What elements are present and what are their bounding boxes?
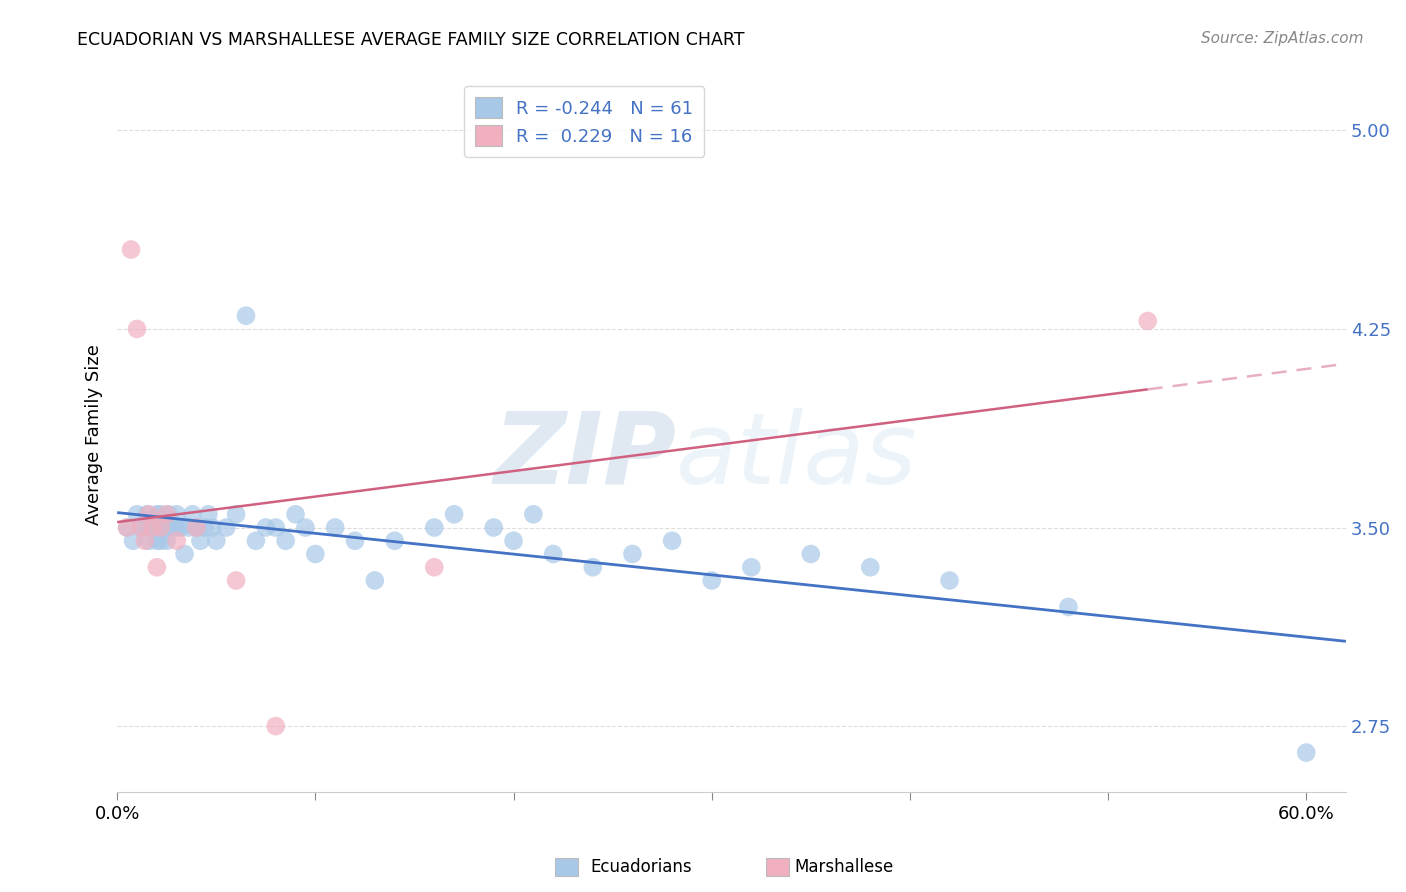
Point [284, 508, 307, 522]
Point [197, 508, 219, 522]
Y-axis label: Average Family Size: Average Family Size [86, 344, 103, 525]
Point [423, 520, 446, 534]
Point [938, 574, 960, 588]
Point [156, 533, 179, 548]
Point [502, 533, 524, 548]
Point [245, 533, 267, 548]
Point [201, 520, 224, 534]
Point [166, 520, 188, 534]
Point [254, 520, 277, 534]
Point [169, 520, 191, 534]
Point [129, 520, 152, 534]
Point [125, 322, 148, 336]
Point [129, 520, 152, 534]
Point [149, 533, 172, 548]
Point [661, 533, 683, 548]
Text: ECUADORIAN VS MARSHALLESE AVERAGE FAMILY SIZE CORRELATION CHART: ECUADORIAN VS MARSHALLESE AVERAGE FAMILY… [77, 31, 745, 49]
Point [166, 508, 188, 522]
Point [274, 533, 297, 548]
Point [522, 508, 544, 522]
Point [162, 520, 184, 534]
Point [859, 560, 882, 574]
Point [157, 508, 180, 522]
Point [146, 520, 169, 534]
Point [384, 533, 406, 548]
Point [294, 520, 316, 534]
Point [700, 574, 723, 588]
Point [482, 520, 505, 534]
Point [122, 533, 145, 548]
Point [156, 520, 179, 534]
Point [193, 520, 215, 534]
Point [134, 533, 156, 548]
Point [621, 547, 644, 561]
Point [190, 533, 212, 548]
Point [205, 533, 228, 548]
Point [800, 547, 823, 561]
Point [115, 520, 138, 534]
Point [181, 508, 204, 522]
Point [156, 508, 179, 522]
Point [149, 520, 172, 534]
Point [541, 547, 564, 561]
Point [186, 520, 208, 534]
Point [166, 533, 188, 548]
Point [264, 719, 287, 733]
Point [135, 508, 157, 522]
Point [225, 508, 247, 522]
Point [142, 520, 165, 534]
Point [135, 520, 157, 534]
Point [1057, 599, 1080, 614]
Point [138, 508, 160, 522]
Point [423, 560, 446, 574]
Point [364, 574, 387, 588]
Point [235, 309, 257, 323]
Text: atlas: atlas [676, 408, 918, 505]
Point [149, 520, 172, 534]
Point [304, 547, 326, 561]
Point [142, 520, 165, 534]
Point [146, 508, 169, 522]
Text: ZIP: ZIP [494, 408, 676, 505]
Point [323, 520, 346, 534]
Point [115, 520, 138, 534]
Text: Ecuadorians: Ecuadorians [591, 858, 692, 876]
Point [582, 560, 605, 574]
Point [225, 574, 247, 588]
Point [443, 508, 465, 522]
Point [1136, 314, 1159, 328]
Point [153, 520, 176, 534]
Text: Marshallese: Marshallese [794, 858, 894, 876]
Point [120, 243, 142, 257]
Legend: R = -0.244   N = 61, R =  0.229   N = 16: R = -0.244 N = 61, R = 0.229 N = 16 [464, 87, 704, 157]
Point [186, 520, 208, 534]
Point [264, 520, 287, 534]
Text: Source: ZipAtlas.com: Source: ZipAtlas.com [1201, 31, 1364, 46]
Point [138, 533, 160, 548]
Point [1295, 746, 1317, 760]
Point [146, 560, 169, 574]
Point [343, 533, 366, 548]
Point [149, 508, 172, 522]
Point [125, 508, 148, 522]
Point [146, 533, 169, 548]
Point [740, 560, 762, 574]
Point [177, 520, 200, 534]
Point [215, 520, 238, 534]
Point [173, 547, 195, 561]
